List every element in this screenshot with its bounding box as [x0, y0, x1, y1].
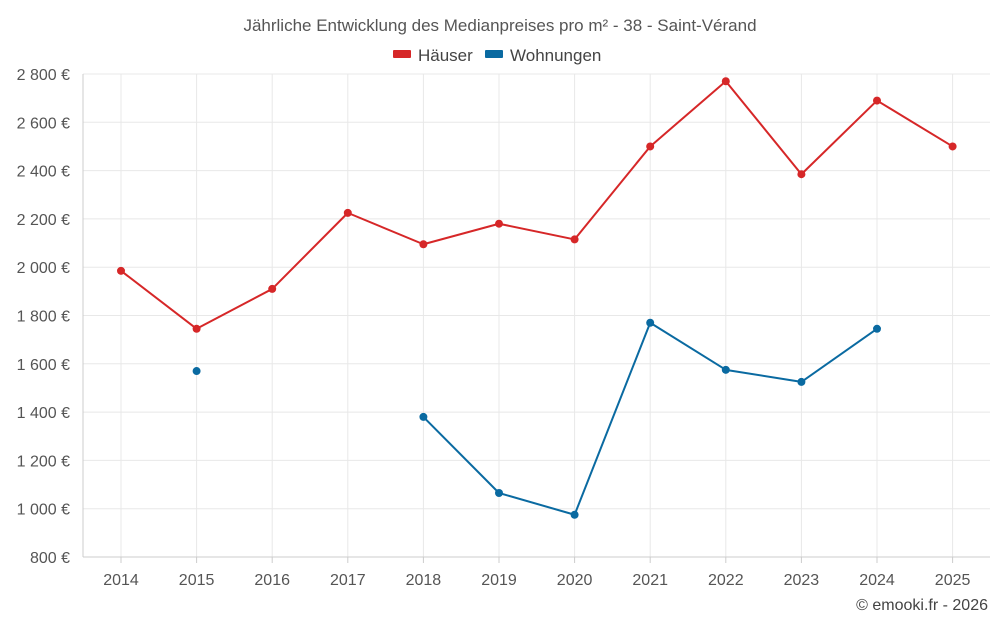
data-point-haeuser[interactable] — [117, 266, 125, 275]
data-point-haeuser[interactable] — [797, 170, 806, 179]
legend-label-haeuser: Häuser — [418, 46, 473, 65]
x-tick-label: 2025 — [935, 572, 971, 589]
y-tick-label: 1 800 € — [17, 309, 70, 326]
x-tick-label: 2019 — [481, 572, 517, 589]
data-point-wohnungen[interactable] — [570, 510, 579, 519]
data-point-wohnungen[interactable] — [873, 324, 881, 333]
data-point-wohnungen[interactable] — [495, 489, 503, 498]
data-point-haeuser[interactable] — [495, 219, 503, 228]
legend-label-wohnungen: Wohnungen — [510, 46, 601, 65]
gridlines — [83, 73, 990, 557]
data-point-wohnungen[interactable] — [192, 367, 201, 376]
y-tick-label: 2 800 € — [17, 67, 70, 84]
credit-text: © emooki.fr - 2026 — [856, 597, 988, 614]
data-point-wohnungen[interactable] — [646, 318, 655, 327]
y-tick-label: 1 200 € — [17, 453, 70, 470]
data-point-haeuser[interactable] — [873, 96, 881, 105]
x-tick-label: 2020 — [557, 572, 593, 589]
y-tick-label: 2 200 € — [17, 212, 70, 229]
x-tick-label: 2017 — [330, 572, 366, 589]
legend-item-haeuser[interactable]: Häuser — [393, 46, 473, 65]
legend-swatch-wohnungen — [485, 50, 503, 58]
x-tick-label: 2023 — [784, 572, 820, 589]
x-tick-label: 2021 — [632, 572, 668, 589]
data-point-haeuser[interactable] — [343, 208, 352, 217]
y-tick-label: 800 € — [30, 550, 70, 567]
data-point-wohnungen[interactable] — [721, 365, 730, 374]
data-point-haeuser[interactable] — [570, 235, 579, 244]
y-tick-label: 2 400 € — [17, 164, 70, 181]
data-point-haeuser[interactable] — [721, 77, 730, 86]
legend-swatch-haeuser — [393, 50, 411, 58]
series-line-haeuser — [120, 80, 954, 330]
data-point-wohnungen[interactable] — [419, 412, 428, 421]
data-point-wohnungen[interactable] — [797, 377, 806, 386]
chart-title: Jährliche Entwicklung des Medianpreises … — [243, 16, 756, 35]
x-tick-label: 2014 — [103, 572, 139, 589]
legend: Häuser Wohnungen — [393, 46, 601, 65]
legend-item-wohnungen[interactable]: Wohnungen — [485, 46, 601, 65]
data-point-haeuser[interactable] — [948, 142, 957, 151]
y-tick-label: 1 400 € — [17, 405, 70, 422]
y-tick-label: 1 000 € — [17, 502, 70, 519]
data-point-haeuser[interactable] — [646, 142, 655, 151]
x-tick-label: 2018 — [406, 572, 442, 589]
series-haeuser — [117, 77, 957, 333]
series — [117, 77, 957, 519]
x-tick-label: 2016 — [254, 572, 290, 589]
x-tick-label: 2015 — [179, 572, 215, 589]
y-tick-label: 2 600 € — [17, 115, 70, 132]
data-point-haeuser[interactable] — [268, 284, 277, 293]
y-tick-label: 2 000 € — [17, 260, 70, 277]
x-tick-label: 2022 — [708, 572, 744, 589]
axes: 800 € 1 000 € 1 200 € 1 400 € 1 600 € 1 800 €… — [17, 67, 990, 589]
series-wohnungen — [192, 318, 881, 519]
data-point-haeuser[interactable] — [419, 240, 428, 249]
x-tick-label: 2024 — [859, 572, 895, 589]
y-tick-label: 1 600 € — [17, 357, 70, 374]
data-point-haeuser[interactable] — [192, 324, 201, 333]
